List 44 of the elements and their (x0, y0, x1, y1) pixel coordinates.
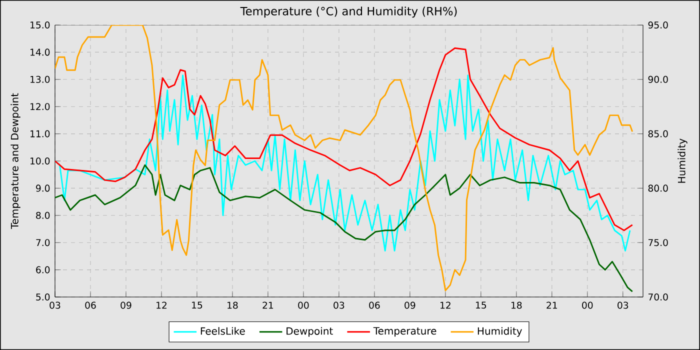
x-tick-label: 18 (512, 302, 522, 309)
chart-title: Temperature (°C) and Humidity (RH%) (240, 6, 457, 18)
x-tick-label: 21 (546, 302, 557, 309)
legend-label: FeelsLike (200, 327, 245, 335)
y-tick-label: 9.0 (36, 184, 50, 192)
x-tick-label: 18 (228, 302, 238, 309)
x-tick-label: 03 (334, 302, 344, 309)
legend-label: Humidity (478, 327, 522, 337)
x-tick-label: 09 (120, 302, 132, 309)
y2-tick-label: 70.0 (648, 293, 668, 301)
y-tick-label: 12.0 (30, 103, 50, 110)
y-tick-label: 8.0 (36, 212, 50, 219)
line-series (54, 47, 634, 232)
x-tick-label: 00 (582, 302, 593, 309)
y-tick-label: 13.0 (30, 76, 50, 83)
x-tick-label: 00 (298, 302, 309, 309)
line-series (55, 25, 634, 292)
y-tick-label: 11.0 (30, 130, 50, 138)
x-tick-label: 06 (369, 302, 380, 309)
y2-axis-title: Humidity (678, 138, 688, 183)
x-tick-label: 12 (440, 302, 450, 309)
y-tick-label: 7.0 (36, 239, 50, 246)
y2-tick-label: 95.0 (648, 21, 668, 29)
y2-tick-label: 75.0 (648, 239, 668, 246)
y-axis-title: Temperature and Dewpoint (10, 93, 20, 230)
x-tick-label: 15 (476, 302, 486, 309)
x-tick-label: 15 (192, 302, 202, 309)
y2-tick-label: 90.0 (648, 76, 668, 83)
x-tick-label: 21 (262, 302, 274, 309)
x-tick-label: 03 (50, 302, 60, 309)
line-series (54, 164, 634, 292)
y-tick-label: 5.0 (36, 293, 50, 301)
x-tick-label: 09 (404, 302, 416, 309)
y-tick-label: 10.0 (30, 157, 50, 165)
legend-label: Temperature (373, 327, 436, 337)
x-tick-label: 06 (85, 302, 96, 309)
x-tick-label: 03 (618, 302, 628, 309)
y-tick-label: 14.0 (30, 48, 50, 56)
y2-tick-label: 85.0 (648, 130, 668, 138)
y-tick-label: 15.0 (30, 21, 50, 29)
y-tick-label: 6.0 (36, 266, 50, 274)
legend-label: Dewpoint (286, 327, 333, 337)
y2-tick-label: 80.0 (648, 184, 668, 192)
x-tick-label: 12 (156, 302, 166, 309)
